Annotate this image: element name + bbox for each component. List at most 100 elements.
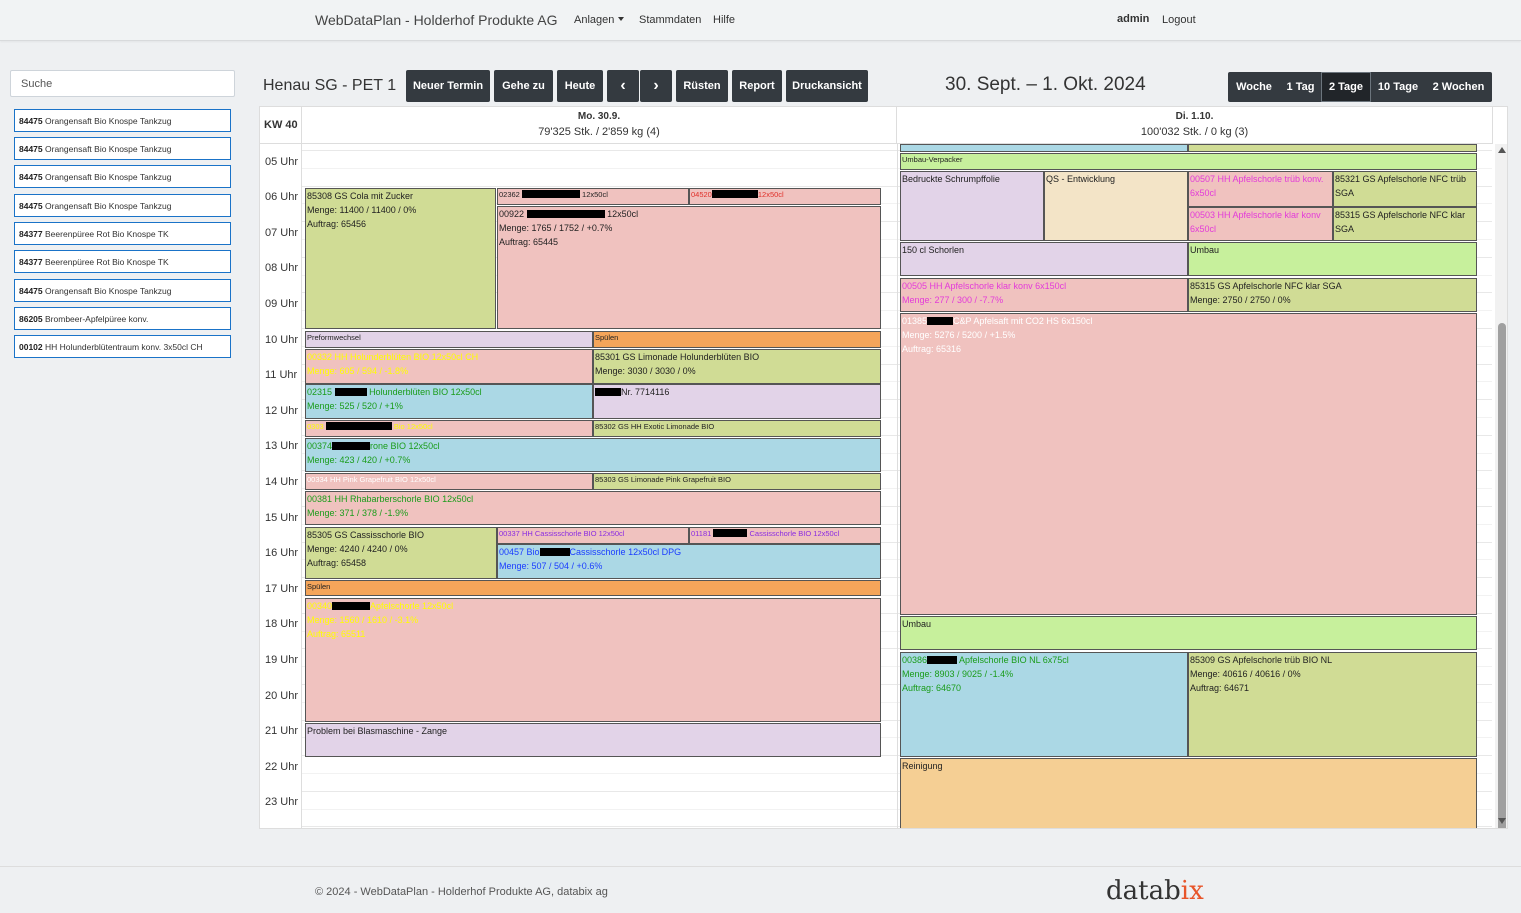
- appointment[interactable]: 00381 HH Rhabarberschorle BIO 12x50cl Me…: [305, 491, 881, 525]
- calendar-scrollbar[interactable]: [1495, 144, 1507, 828]
- appointment-title: 00507 HH Apfelschorle trüb konv.: [1190, 174, 1324, 184]
- appointment[interactable]: 00337 HH Cassisschorle BIO 12x50cl: [497, 527, 689, 544]
- appointment[interactable]: 85315 GS Apfelschorle NFC klar SGA Menge…: [1188, 278, 1477, 312]
- appointment[interactable]: Problem bei Blasmaschine - Zange: [305, 723, 881, 757]
- sidebar-item[interactable]: 84475 Orangensaft Bio Knospe Tankzug: [14, 165, 231, 188]
- nav-anlagen-dropdown[interactable]: Anlagen: [574, 14, 625, 26]
- sidebar-item[interactable]: 84475 Orangensaft Bio Knospe Tankzug: [14, 137, 231, 160]
- app-brand[interactable]: WebDataPlan - Holderhof Produkte AG: [315, 12, 558, 28]
- copyright-text: © 2024 - WebDataPlan - Holderhof Produkt…: [315, 886, 608, 898]
- appointment[interactable]: Bedruckte Schrumpffolie: [900, 171, 1044, 241]
- appointment-quantity: Menge: 525 / 520 / +1%: [307, 401, 403, 411]
- search-input[interactable]: [10, 70, 235, 97]
- sidebar-item[interactable]: 86205 Brombeer-Apfelpüree konv.: [14, 307, 231, 330]
- report-button[interactable]: Report: [732, 70, 782, 102]
- appointment[interactable]: Umbau: [900, 616, 1477, 650]
- view-week-button[interactable]: Woche: [1236, 81, 1272, 93]
- nav-stammdaten[interactable]: Stammdaten: [639, 14, 702, 26]
- appointment-subtitle: SGA: [1335, 224, 1355, 234]
- prev-icon[interactable]: ‹: [607, 70, 639, 102]
- appointment-title: QS - Entwicklung: [1046, 174, 1116, 184]
- appointment-order: Auftrag: 64671: [1190, 683, 1250, 693]
- item-code: 00102: [19, 342, 43, 352]
- print-view-button[interactable]: Druckansicht: [786, 70, 868, 102]
- view-1day-button[interactable]: 1 Tag: [1286, 81, 1315, 93]
- appointment[interactable]: 00332 HH Holunderblüten BIO 12x50cl CH M…: [305, 349, 593, 384]
- appointment[interactable]: Reinigung: [900, 758, 1477, 828]
- appointment[interactable]: 85308 GS Cola mit Zucker Menge: 11400 / …: [305, 188, 496, 329]
- appointment[interactable]: 00507 HH Apfelschorle trüb konv. 6x50cl: [1188, 171, 1333, 207]
- new-appointment-button[interactable]: Neuer Termin: [406, 70, 490, 102]
- sidebar-item[interactable]: 84377 Beerenpüree Rot Bio Knospe TK: [14, 250, 231, 273]
- appointment-title: 12x50cl: [582, 190, 608, 199]
- appointment[interactable]: 85321 GS Apfelschorle NFC trüb SGA: [1333, 171, 1477, 207]
- hour-label: 16 Uhr: [265, 547, 299, 559]
- today-button[interactable]: Heute: [557, 70, 603, 102]
- sidebar-item[interactable]: 84475 Orangensaft Bio Knospe Tankzug: [14, 109, 231, 132]
- appointment[interactable]: 85309 GS Apfelschorle trüb BIO NL Menge:…: [1188, 652, 1477, 757]
- view-2days-button[interactable]: 2 Tage: [1321, 72, 1371, 102]
- appointment-title: Apfelschorle BIO NL 6x75cl: [959, 655, 1069, 665]
- scroll-down-icon[interactable]: [1498, 818, 1506, 824]
- hour-label: 21 Uhr: [265, 725, 299, 737]
- appointment[interactable]: 00505 HH Apfelschorle klar konv 6x150cl …: [900, 278, 1188, 312]
- scroll-up-icon[interactable]: [1498, 147, 1506, 153]
- appointment[interactable]: 85301 GS Limonade Holunderblüten BIO Men…: [593, 349, 881, 384]
- scrollbar-thumb[interactable]: [1498, 323, 1506, 828]
- appointment[interactable]: 85302 GS HH Exotic Limonade BIO: [593, 420, 881, 437]
- ruesten-button[interactable]: Rüsten: [676, 70, 728, 102]
- nav-hilfe[interactable]: Hilfe: [713, 14, 736, 26]
- appointment[interactable]: 00374 rone BIO 12x50cl Menge: 423 / 420 /…: [305, 438, 881, 472]
- appointment[interactable]: 150 cl Schorlen: [900, 242, 1188, 276]
- appointment[interactable]: 00340 Apfelschorle 12x50cl Menge: 1560 / …: [305, 598, 881, 722]
- appointment[interactable]: Umbau-Verpacker: [900, 153, 1477, 170]
- item-name: Orangensaft Bio Knospe Tankzug: [45, 144, 172, 154]
- goto-button[interactable]: Gehe zu: [494, 70, 553, 102]
- appointment[interactable]: Nr. 7714116: [593, 384, 881, 419]
- appointment[interactable]: Spülen: [305, 580, 881, 596]
- appointment-title: Reinigung: [902, 761, 943, 771]
- appointment[interactable]: 0303 Bio 12x50cl: [305, 420, 593, 437]
- appointment[interactable]: Preformwechsel: [305, 331, 593, 348]
- appointment[interactable]: 02362 12x50cl: [497, 188, 689, 205]
- sidebar-item[interactable]: 84377 Beerenpüree Rot Bio Knospe TK: [14, 222, 231, 245]
- next-icon[interactable]: ›: [640, 70, 672, 102]
- appointment-continued[interactable]: [1188, 144, 1477, 152]
- appointment-subtitle: 6x50cl: [1190, 224, 1217, 234]
- item-code: 84475: [19, 286, 43, 296]
- hour-label: 18 Uhr: [265, 618, 299, 630]
- resource-title: Henau SG - PET 1: [263, 77, 397, 94]
- logout-link[interactable]: Logout: [1162, 14, 1196, 26]
- appointment-code: 01181: [691, 529, 712, 538]
- appointment[interactable]: 00922 12x50cl Menge: 1765 / 1752 / +0.7%…: [497, 206, 881, 329]
- appointment[interactable]: 00334 HH Pink Grapefruit BIO 12x50cl: [305, 473, 593, 490]
- appointment-title: 85321 GS Apfelschorle NFC trüb: [1335, 174, 1467, 184]
- appointment-title: 00334 HH Pink Grapefruit BIO 12x50cl: [307, 475, 436, 484]
- appointment[interactable]: 00503 HH Apfelschorle klar konv 6x50cl: [1188, 207, 1333, 241]
- appointment[interactable]: QS - Entwicklung: [1044, 171, 1188, 241]
- sidebar-item[interactable]: 84475 Orangensaft Bio Knospe Tankzug: [14, 279, 231, 302]
- view-switcher: Woche 1 Tag 2 Tage 10 Tage 2 Wochen: [1228, 72, 1492, 102]
- day-header[interactable]: Mo. 30.9. 79'325 Stk. / 2'859 kg (4): [302, 107, 897, 144]
- appointment-title: Umbau-Verpacker: [902, 155, 963, 164]
- appointment[interactable]: 02315 Holunderblüten BIO 12x50cl Menge: …: [305, 384, 593, 419]
- sidebar-item[interactable]: 84475 Orangensaft Bio Knospe Tankzug: [14, 194, 231, 217]
- appointment-continued[interactable]: [900, 144, 1188, 152]
- appointment[interactable]: 01385 C&P Apfelsaft mit CO2 HS 6x150cl Me…: [900, 313, 1477, 615]
- appointment-title: Nr. 7714116: [621, 387, 670, 397]
- appointment[interactable]: 04520 12x50cl: [689, 188, 881, 205]
- appointment-title: Umbau: [902, 619, 932, 629]
- appointment[interactable]: 00386 Apfelschorle BIO NL 6x75cl Menge: …: [900, 652, 1188, 757]
- appointment[interactable]: 00457 Bio Cassisschorle 12x50cl DPG Menge…: [497, 544, 881, 579]
- day-header[interactable]: Di. 1.10. 100'032 Stk. / 0 kg (3): [897, 107, 1493, 144]
- hour-label: 23 Uhr: [265, 796, 299, 808]
- appointment[interactable]: Umbau: [1188, 242, 1477, 276]
- appointment[interactable]: Spülen: [593, 331, 881, 348]
- appointment[interactable]: 85315 GS Apfelschorle NFC klar SGA: [1333, 207, 1477, 241]
- view-2weeks-button[interactable]: 2 Wochen: [1432, 81, 1485, 93]
- appointment[interactable]: 85303 GS Limonade Pink Grapefruit BIO: [593, 473, 881, 490]
- appointment[interactable]: 85305 GS Cassisschorle BIO Menge: 4240 /…: [305, 527, 497, 579]
- appointment[interactable]: 01181 Cassisschorle BIO 12x50cl: [689, 527, 881, 544]
- view-10days-button[interactable]: 10 Tage: [1377, 81, 1419, 93]
- sidebar-item[interactable]: 00102 HH Holunderblütentraum konv. 3x50c…: [14, 335, 231, 358]
